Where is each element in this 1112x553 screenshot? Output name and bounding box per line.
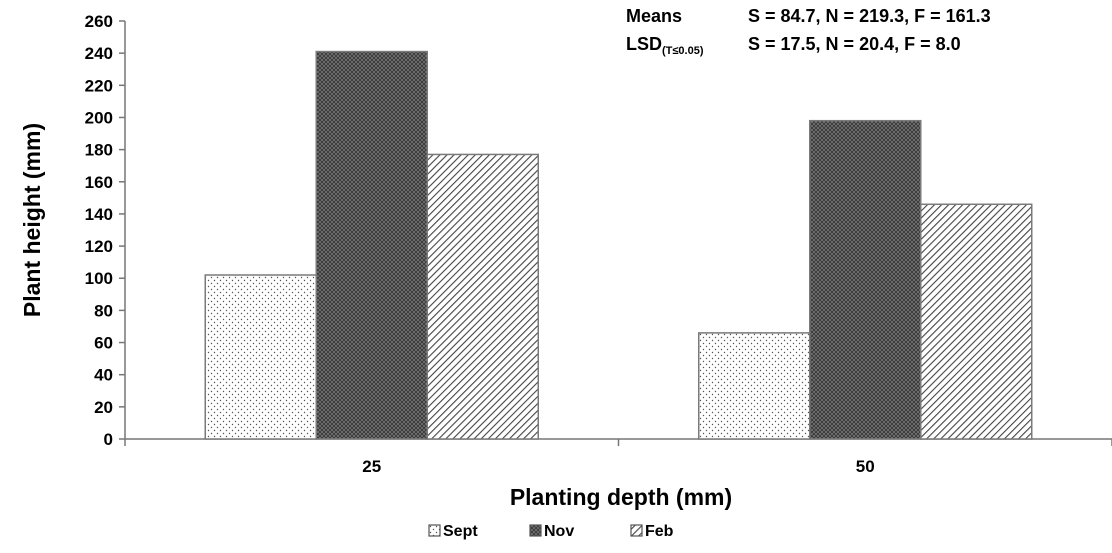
y-tick-label: 140 <box>85 205 113 224</box>
legend-swatch-sept <box>428 524 441 537</box>
bar-nov-25 <box>315 50 428 440</box>
y-tick-label: 100 <box>85 269 113 288</box>
bar-group <box>204 50 1033 440</box>
y-tick-label: 20 <box>94 398 113 417</box>
stats-annotation: Means S = 84.7, N = 219.3, F = 161.3 LSD… <box>626 6 991 57</box>
legend: Sept Nov Feb <box>428 523 674 540</box>
x-tick-label: 25 <box>362 457 381 476</box>
y-tick-label: 260 <box>85 12 113 31</box>
bar-nov-50 <box>809 119 922 440</box>
bar-sept-50 <box>698 332 811 440</box>
x-tick-label: 50 <box>856 457 875 476</box>
legend-label-feb: Feb <box>645 523 674 540</box>
lsd-label: LSD(T≤0.05) <box>626 34 704 57</box>
y-tick-label: 80 <box>94 301 113 320</box>
lsd-values: S = 17.5, N = 20.4, F = 8.0 <box>748 34 961 54</box>
y-tick-label: 40 <box>94 366 113 385</box>
legend-swatch-feb <box>630 524 643 537</box>
y-axis: 0 20 40 60 80 100 120 140 160 180 200 220 240 260 <box>85 12 126 449</box>
legend-label-nov: Nov <box>544 523 574 540</box>
x-axis: 25 50 <box>124 438 1112 476</box>
y-tick-label: 60 <box>94 334 113 353</box>
y-tick-label: 0 <box>104 430 113 449</box>
lsd-subscript: (T≤0.05) <box>662 45 704 57</box>
y-tick-label: 200 <box>85 108 113 127</box>
legend-swatch-nov <box>529 524 542 537</box>
y-tick-label: 220 <box>85 76 113 95</box>
y-tick-label: 160 <box>85 173 113 192</box>
bar-feb-50 <box>920 203 1033 440</box>
y-axis-title: Plant height (mm) <box>19 123 45 317</box>
y-tick-label: 240 <box>85 44 113 63</box>
y-tick-label: 120 <box>85 237 113 256</box>
means-values: S = 84.7, N = 219.3, F = 161.3 <box>748 6 991 26</box>
bar-feb-25 <box>426 153 539 440</box>
bar-sept-25 <box>204 274 317 440</box>
x-axis-title: Planting depth (mm) <box>510 484 732 510</box>
means-label: Means <box>626 6 682 26</box>
legend-label-sept: Sept <box>443 523 478 540</box>
y-tick-label: 180 <box>85 141 113 160</box>
lsd-label-text: LSD <box>626 34 662 54</box>
